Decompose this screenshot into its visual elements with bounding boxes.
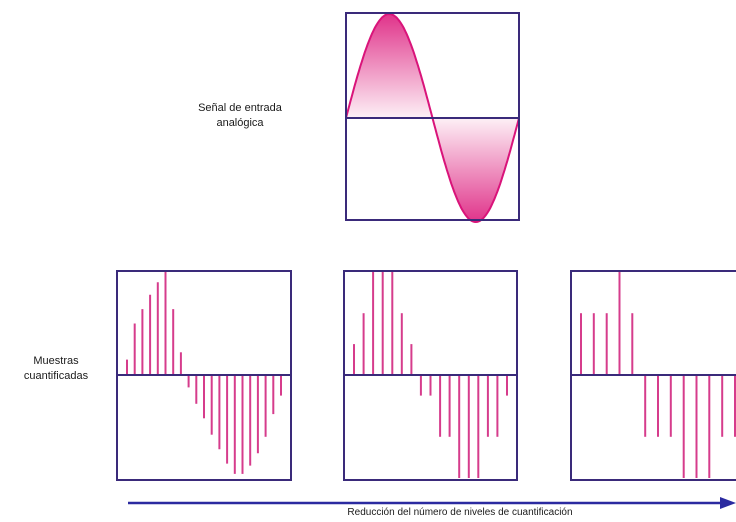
reduction-arrow [128, 497, 736, 509]
reduction-arrow-head [720, 497, 736, 509]
analog-signal-label-line2: analógica [216, 117, 264, 129]
sine-negative-fill [432, 118, 519, 222]
quantized-samples-label-line1: Muestras [33, 355, 79, 367]
reduction-axis-label: Reducción del número de niveles de cuant… [347, 507, 573, 518]
analog-signal-frame [345, 12, 520, 221]
analog-signal-label: Señal de entrada analógica [185, 101, 295, 131]
analog-signal-label-line1: Señal de entrada [198, 102, 282, 114]
analog-signal-panel [345, 12, 520, 224]
quantized-panel-few-levels [570, 270, 736, 481]
sine-positive-fill [346, 14, 433, 118]
quantized-panel-medium-levels [343, 270, 518, 481]
quantized-samples-label: Muestras cuantificadas [2, 354, 110, 384]
quantized-samples-label-line2: cuantificadas [23, 370, 89, 382]
quantized-panel-many-levels [116, 270, 292, 481]
